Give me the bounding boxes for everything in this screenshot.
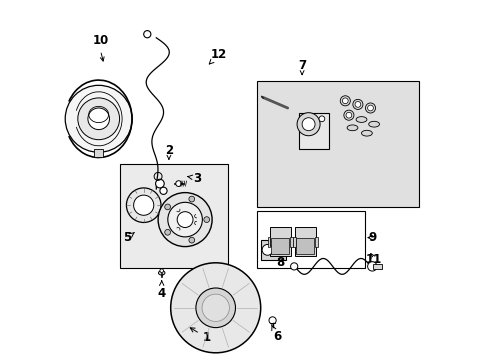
Circle shape <box>133 195 153 215</box>
Text: 9: 9 <box>367 231 376 244</box>
Circle shape <box>367 105 373 111</box>
Bar <box>267 237 270 247</box>
Bar <box>292 237 295 247</box>
Ellipse shape <box>158 271 164 275</box>
Circle shape <box>346 112 351 118</box>
Circle shape <box>170 263 260 353</box>
Bar <box>314 237 317 247</box>
Text: 12: 12 <box>209 48 227 64</box>
Circle shape <box>175 181 181 186</box>
Circle shape <box>203 217 209 222</box>
Circle shape <box>365 103 375 113</box>
Circle shape <box>354 102 360 107</box>
Circle shape <box>164 229 170 235</box>
Text: 4: 4 <box>157 281 165 300</box>
Circle shape <box>164 204 170 210</box>
Circle shape <box>340 96 349 106</box>
Circle shape <box>202 294 229 321</box>
Text: 2: 2 <box>164 144 173 157</box>
Circle shape <box>352 99 362 109</box>
Text: 7: 7 <box>297 59 305 72</box>
Bar <box>257 211 365 268</box>
Text: 3: 3 <box>187 172 202 185</box>
Circle shape <box>126 188 161 222</box>
Circle shape <box>88 108 109 130</box>
Circle shape <box>177 212 193 228</box>
Text: 6: 6 <box>271 325 281 343</box>
Bar <box>270 238 288 254</box>
Bar <box>289 237 292 247</box>
Circle shape <box>290 263 297 270</box>
Circle shape <box>155 179 164 188</box>
Bar <box>294 227 315 256</box>
Bar <box>296 238 314 254</box>
Circle shape <box>188 196 194 202</box>
Bar <box>257 81 418 207</box>
Circle shape <box>268 317 276 324</box>
Circle shape <box>262 244 272 255</box>
Circle shape <box>207 300 223 316</box>
Circle shape <box>274 246 283 254</box>
Circle shape <box>78 98 120 140</box>
Bar <box>94 149 103 157</box>
Circle shape <box>143 31 151 38</box>
Circle shape <box>296 113 320 136</box>
Circle shape <box>343 110 353 120</box>
Circle shape <box>65 85 132 152</box>
Circle shape <box>160 187 167 194</box>
Bar <box>120 164 228 268</box>
Bar <box>261 240 285 260</box>
Bar <box>269 227 290 256</box>
Bar <box>373 264 382 269</box>
Ellipse shape <box>355 117 366 122</box>
Ellipse shape <box>361 130 371 136</box>
Text: 10: 10 <box>92 34 108 47</box>
Circle shape <box>167 202 202 237</box>
Circle shape <box>342 98 347 104</box>
Text: 8: 8 <box>276 256 284 269</box>
Circle shape <box>318 116 324 122</box>
Text: 5: 5 <box>123 231 134 244</box>
Circle shape <box>158 193 212 247</box>
Circle shape <box>196 288 235 328</box>
Ellipse shape <box>368 121 379 127</box>
Ellipse shape <box>346 125 357 131</box>
Bar <box>298 113 328 149</box>
Circle shape <box>160 269 163 273</box>
Circle shape <box>367 262 376 271</box>
Circle shape <box>302 118 314 131</box>
Text: 11: 11 <box>365 253 382 266</box>
Text: 1: 1 <box>190 328 210 344</box>
Circle shape <box>188 237 194 243</box>
